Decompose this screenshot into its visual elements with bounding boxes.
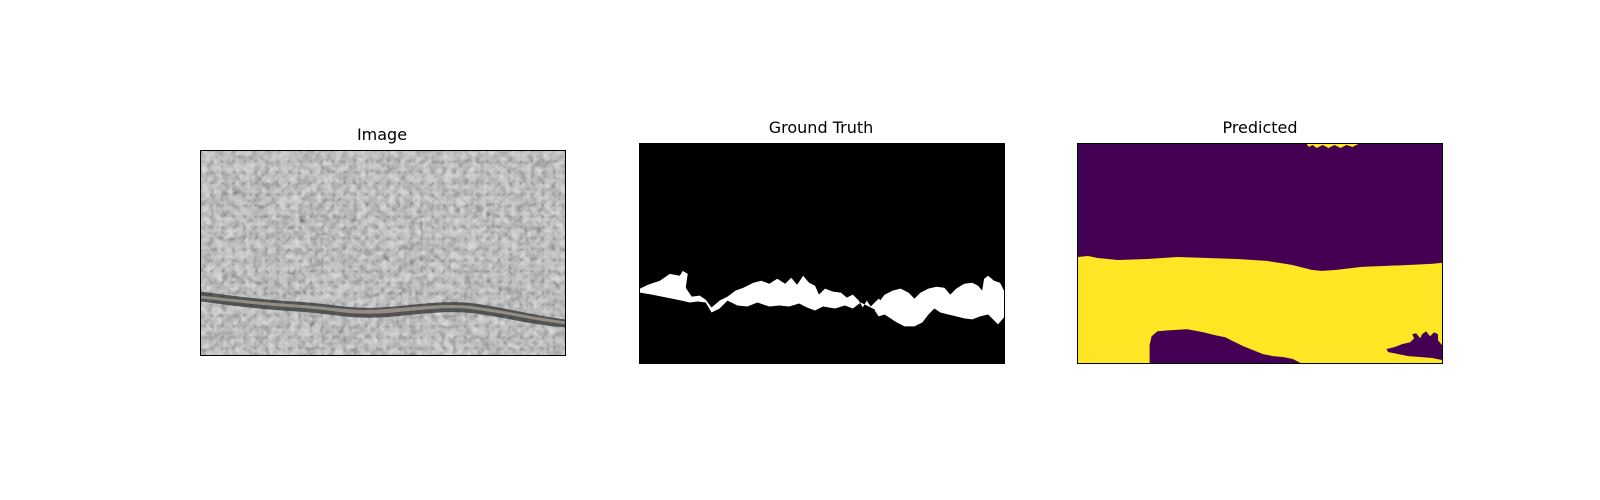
predicted-crack-region: [1078, 255, 1442, 363]
crack-line: [201, 295, 565, 325]
predicted-bottom-right-blob: [1386, 331, 1442, 361]
crack-mask-segment-1: [640, 270, 889, 313]
ground-truth-mask-graphic: [640, 144, 1004, 363]
predicted-mask: [1077, 143, 1443, 364]
image-panel-title: Image: [356, 125, 408, 144]
asphalt-texture: [201, 151, 565, 355]
asphalt-image: [200, 150, 566, 356]
predicted-panel-title: Predicted: [1222, 118, 1298, 137]
predicted-mask-graphic: [1078, 144, 1442, 363]
predicted-top-fringe: [1306, 144, 1359, 148]
ground-truth-panel-title: Ground Truth: [768, 118, 874, 137]
crack-mask-segment-2: [874, 275, 1004, 327]
ground-truth-mask: [639, 143, 1005, 364]
predicted-bottom-left-blob: [1149, 329, 1301, 363]
